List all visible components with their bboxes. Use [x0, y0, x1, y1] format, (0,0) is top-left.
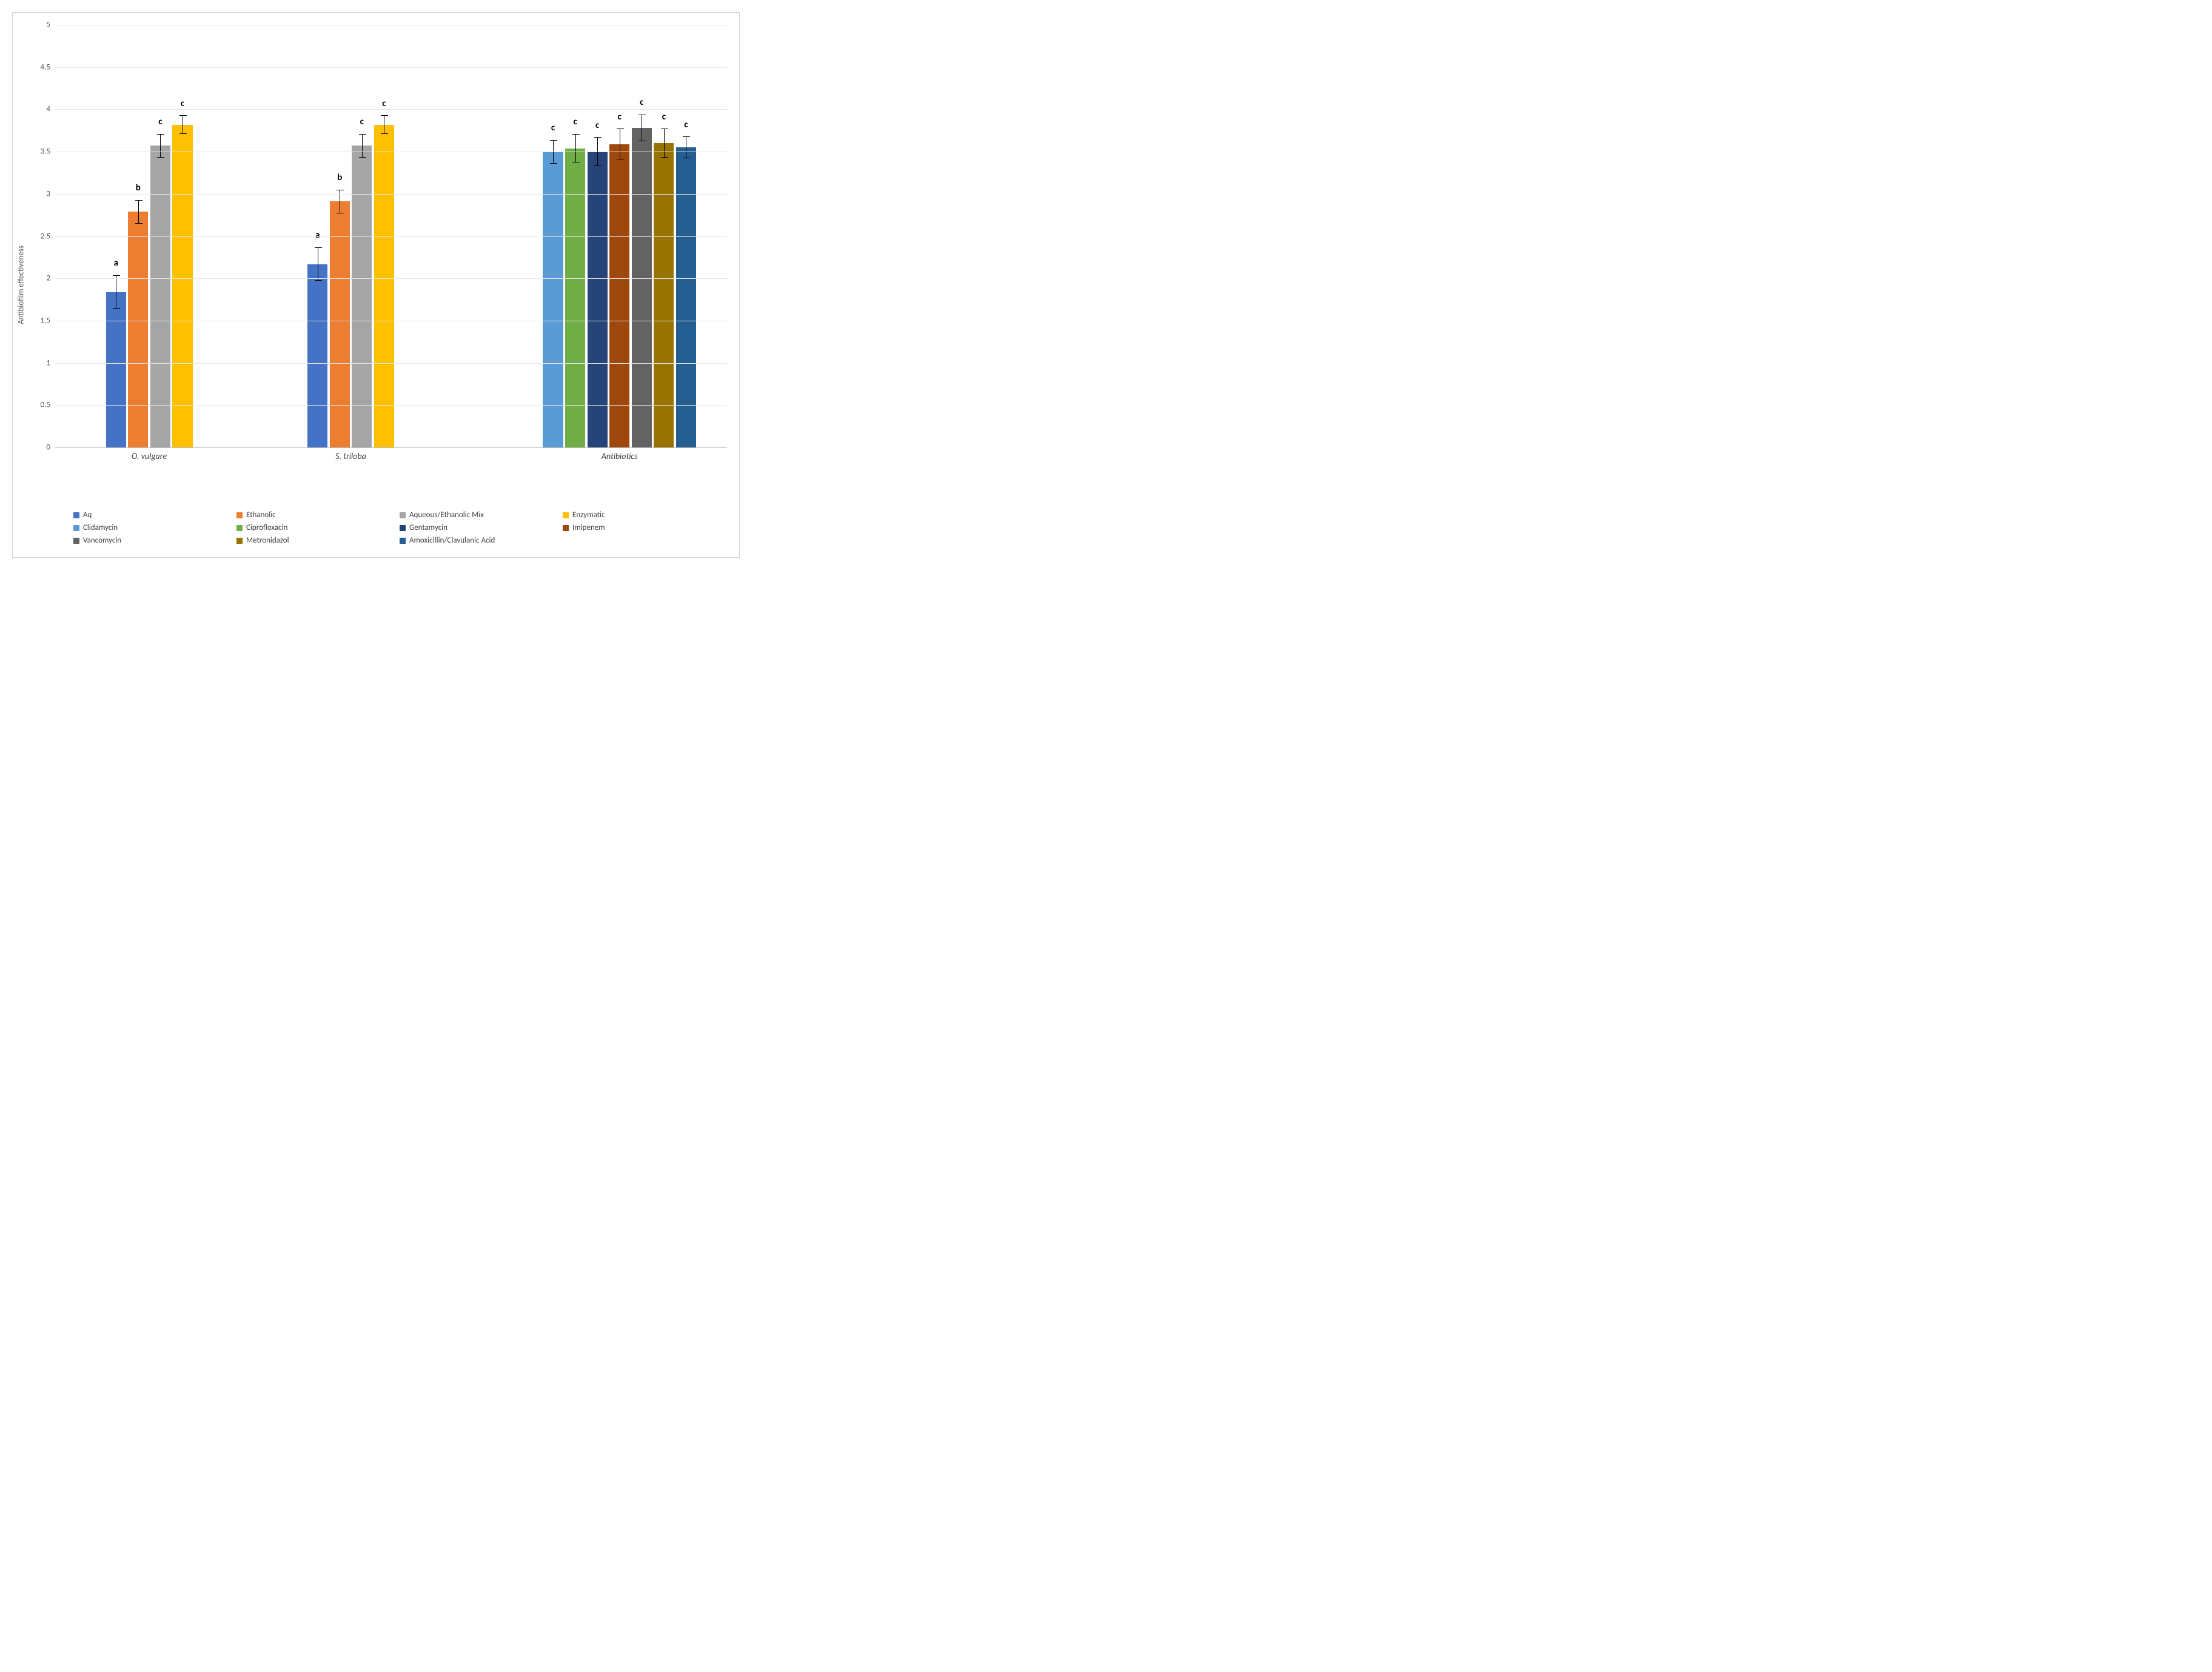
legend-label: Aqueous/Ethanolic Mix	[409, 510, 484, 520]
significance-label: c	[382, 98, 386, 109]
y-tick-label: 4.5	[41, 62, 55, 72]
legend-swatch	[400, 538, 406, 544]
legend-label: Metronidazol	[246, 536, 289, 545]
legend-label: Imipenem	[572, 523, 605, 532]
significance-label: c	[158, 116, 162, 127]
legend-label: Enzymatic	[572, 510, 605, 520]
legend-swatch	[236, 525, 243, 531]
legend-item: Amoxicillin/Clavulanic Acid	[400, 536, 558, 545]
legend-item: Ciprofloxacin	[236, 523, 395, 532]
legend-label: Vancomycin	[83, 536, 121, 545]
legend-item: Ethanolic	[236, 510, 395, 520]
gridline	[55, 278, 727, 279]
significance-label: c	[181, 98, 184, 109]
legend-swatch	[400, 525, 406, 531]
legend-swatch	[563, 525, 569, 531]
legend: Aq Ethanolic Aqueous/Ethanolic Mix Enzymati…	[73, 510, 721, 545]
y-tick-label: 4	[46, 105, 55, 114]
significance-label: c	[595, 120, 599, 131]
legend-item: Enzymatic	[563, 510, 721, 520]
bar	[588, 152, 608, 447]
significance-label: a	[315, 230, 320, 241]
legend-label: Gentamycin	[409, 523, 447, 532]
bar	[676, 147, 696, 447]
error-bar	[575, 134, 576, 162]
legend-item: Metronidazol	[236, 536, 395, 545]
gridline	[55, 67, 727, 68]
bar	[609, 144, 629, 447]
legend-swatch	[73, 512, 79, 518]
significance-label: c	[551, 122, 555, 133]
y-tick-label: 2.5	[41, 232, 55, 241]
significance-label: b	[337, 172, 342, 183]
bar	[150, 145, 170, 447]
legend-swatch	[236, 538, 243, 544]
y-tick-label: 0	[46, 443, 55, 452]
significance-label: c	[684, 119, 688, 130]
bar	[307, 264, 327, 447]
legend-label: Amoxicillin/Clavulanic Acid	[409, 536, 495, 545]
bar	[654, 143, 674, 447]
bar	[106, 292, 126, 447]
y-tick-label: 5	[46, 21, 55, 30]
bar	[330, 201, 350, 447]
x-group-label: Antibiotics	[602, 447, 638, 461]
significance-label: b	[136, 182, 141, 193]
gridline	[55, 109, 727, 110]
y-tick-label: 1	[46, 358, 55, 367]
bar	[565, 149, 585, 447]
legend-swatch	[236, 512, 243, 518]
bar	[172, 125, 192, 448]
legend-item: Aq	[73, 510, 232, 520]
error-bar	[160, 134, 161, 158]
legend-item: Aqueous/Ethanolic Mix	[400, 510, 558, 520]
x-group-label: O. vulgare	[132, 447, 167, 461]
legend-label: Ethanolic	[246, 510, 276, 520]
bar	[352, 145, 372, 447]
x-group-label: S. triloba	[335, 447, 366, 461]
legend-swatch	[73, 538, 79, 544]
chart-container: Antibiofilm effectiveness a b c c a b c c c c c c c c…	[12, 12, 740, 558]
error-bar	[664, 129, 665, 157]
legend-swatch	[563, 512, 569, 518]
gridline	[55, 194, 727, 195]
legend-item: Vancomycin	[73, 536, 232, 545]
gridline	[55, 405, 727, 406]
legend-swatch	[73, 525, 79, 531]
error-bar	[138, 200, 139, 224]
significance-label: c	[662, 112, 666, 122]
bar	[374, 125, 394, 448]
significance-label: c	[573, 116, 577, 127]
significance-label: c	[640, 97, 643, 108]
legend-swatch	[400, 512, 406, 518]
legend-item: Gentamycin	[400, 523, 558, 532]
y-tick-label: 3.5	[41, 147, 55, 156]
bar	[632, 128, 652, 447]
legend-item: Imipenem	[563, 523, 721, 532]
y-tick-label: 1.5	[41, 316, 55, 325]
y-tick-label: 2	[46, 274, 55, 283]
significance-label: c	[360, 116, 364, 127]
y-tick-label: 0.5	[41, 401, 55, 410]
plot-area: abccabccccccccc 00.511.522.533.544.55O. …	[55, 25, 727, 448]
bar	[543, 152, 563, 447]
legend-label: Clidamycin	[83, 523, 118, 532]
significance-label: c	[618, 112, 622, 122]
error-bar	[362, 134, 363, 158]
gridline	[55, 236, 727, 237]
gridline	[55, 363, 727, 364]
significance-label: a	[114, 258, 118, 269]
y-tick-label: 3	[46, 189, 55, 198]
bar	[128, 212, 148, 447]
legend-item: Clidamycin	[73, 523, 232, 532]
legend-label: Ciprofloxacin	[246, 523, 287, 532]
legend-label: Aq	[83, 510, 92, 520]
y-axis-label: Antibiofilm effectiveness	[17, 246, 26, 324]
